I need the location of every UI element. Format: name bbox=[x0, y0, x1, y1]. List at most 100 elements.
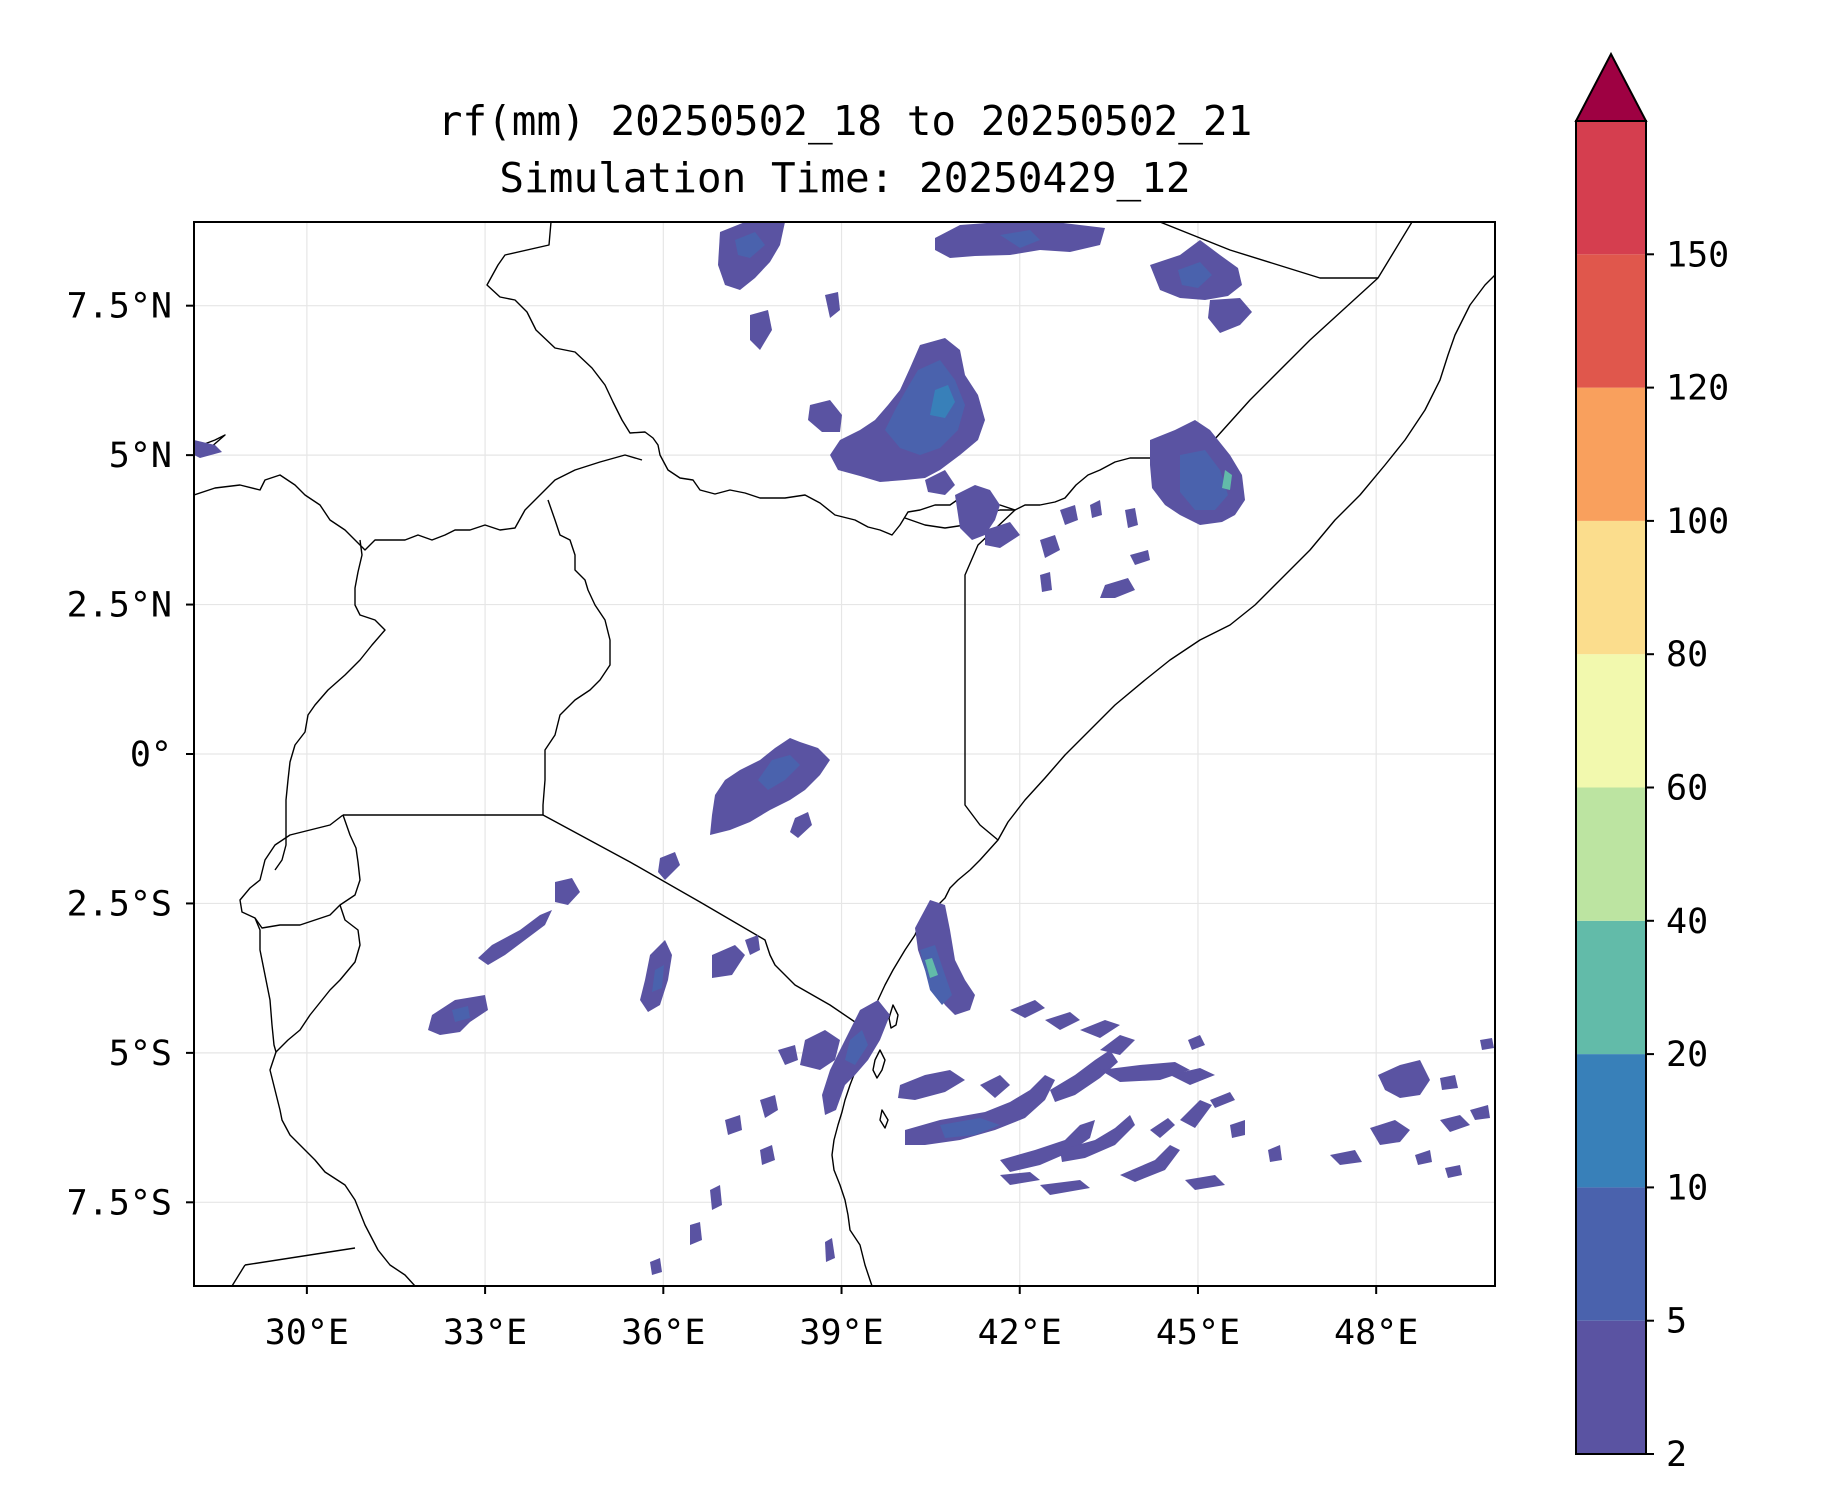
rain-patch bbox=[735, 232, 765, 258]
rain-patch bbox=[1120, 1145, 1180, 1182]
y-tick-label: 0° bbox=[130, 735, 172, 775]
rain-patch bbox=[898, 1070, 965, 1100]
rain-patch bbox=[478, 910, 552, 965]
rain-patch bbox=[778, 1045, 798, 1065]
island-zanzibar bbox=[872, 1049, 886, 1079]
rain-patch bbox=[1415, 1150, 1432, 1165]
rain-patch bbox=[980, 1075, 1010, 1098]
rain-patch bbox=[955, 485, 1000, 540]
border-uganda-kenya bbox=[542, 499, 611, 815]
rain-patch bbox=[1330, 1150, 1362, 1165]
rain-patch bbox=[930, 385, 955, 418]
rain-patch bbox=[1100, 1035, 1135, 1055]
rain-patch bbox=[1100, 578, 1135, 598]
y-tick-label: 7.5°S bbox=[67, 1183, 172, 1223]
border-sudan-ethiopia bbox=[486, 222, 1206, 536]
rain-patch bbox=[1445, 1165, 1462, 1178]
rain-patch bbox=[690, 1222, 702, 1245]
rain-patch bbox=[1188, 1035, 1205, 1050]
rain-patch bbox=[925, 958, 938, 978]
rain-patch bbox=[652, 965, 664, 992]
colorbar-segment bbox=[1576, 654, 1646, 788]
island-pemba bbox=[888, 1004, 899, 1029]
x-tick-label: 30°E bbox=[265, 1313, 349, 1353]
rain-patch bbox=[1080, 1020, 1120, 1038]
colorbar-tick-label: 60 bbox=[1666, 769, 1708, 809]
colorbar-segment bbox=[1576, 1054, 1646, 1188]
rain-patch bbox=[940, 1118, 1000, 1138]
border-kenya-somalia bbox=[964, 509, 1016, 841]
rain-patch bbox=[760, 1095, 778, 1118]
rain-patch bbox=[1185, 1175, 1225, 1190]
rain-patch bbox=[1000, 230, 1040, 248]
x-tick-label: 48°E bbox=[1334, 1313, 1418, 1353]
rain-patch bbox=[845, 1030, 868, 1065]
rain-patch bbox=[1470, 1105, 1490, 1120]
rain-patch bbox=[710, 1185, 722, 1210]
rain-patch bbox=[1000, 1120, 1095, 1172]
rain-patch bbox=[800, 1030, 840, 1070]
border-drc-tanzania bbox=[254, 917, 416, 1286]
island-mafia bbox=[879, 1109, 889, 1129]
colorbar-segment bbox=[1576, 121, 1646, 255]
rain-patch bbox=[1125, 508, 1138, 528]
border-ssudan-uganda bbox=[194, 454, 643, 551]
colorbar-tick-label: 150 bbox=[1666, 235, 1729, 275]
x-tick-label: 42°E bbox=[978, 1313, 1062, 1353]
border-rwanda-burundi bbox=[239, 814, 361, 929]
rain-patch bbox=[1100, 1062, 1190, 1082]
rain-patch bbox=[825, 292, 840, 318]
y-tick-label: 7.5°N bbox=[67, 287, 172, 327]
rain-patch bbox=[1180, 1100, 1212, 1128]
x-tick-label: 39°E bbox=[799, 1313, 883, 1353]
colorbar-tick-label: 100 bbox=[1666, 502, 1729, 542]
rain-patch bbox=[790, 812, 812, 838]
rain-patch bbox=[1208, 298, 1252, 333]
gridlines bbox=[194, 222, 1495, 1286]
rain-patch bbox=[1050, 1050, 1118, 1102]
rain-patch bbox=[1210, 1092, 1235, 1108]
rain-patch bbox=[1040, 572, 1052, 592]
rain-patch bbox=[1040, 535, 1060, 558]
x-tick-label: 36°E bbox=[621, 1313, 705, 1353]
y-tick-label: 2.5°N bbox=[67, 586, 172, 626]
rain-patch bbox=[1222, 470, 1232, 490]
rain-patch bbox=[1230, 1120, 1245, 1138]
rain-patch bbox=[1370, 1120, 1410, 1145]
rain-patch bbox=[1060, 1115, 1135, 1162]
map-title-line2: Simulation Time: 20250429_12 bbox=[499, 154, 1190, 202]
rain-patch bbox=[1480, 1038, 1494, 1050]
rain-patch bbox=[1440, 1075, 1458, 1090]
border-zambia-tanzania bbox=[244, 1247, 356, 1266]
rain-patch bbox=[1150, 1118, 1175, 1138]
x-tick-label: 33°E bbox=[443, 1313, 527, 1353]
y-tick-label: 2.5°S bbox=[67, 884, 172, 924]
border-burundi-tanzania bbox=[275, 904, 361, 1053]
rain-patch bbox=[825, 1238, 835, 1262]
border-ethiopia-somalia bbox=[1204, 222, 1413, 451]
rain-patch bbox=[1045, 1012, 1080, 1030]
rain-patch bbox=[985, 522, 1020, 548]
border-kenya-tanzania bbox=[542, 814, 873, 1031]
border-ethiopia-djibouti bbox=[1159, 222, 1378, 279]
colorbar: 2 5 10 20 40 60 80 100 120 150 bbox=[1574, 51, 1729, 1475]
rain-patch bbox=[1090, 500, 1102, 518]
colorbar-tick-label: 120 bbox=[1666, 369, 1729, 409]
colorbar-segment bbox=[1576, 920, 1646, 1055]
x-axis-ticks: 30°E 33°E 36°E 39°E 42°E 45°E 48°E bbox=[265, 1286, 1418, 1353]
rain-patch bbox=[194, 440, 222, 458]
rainfall-patches bbox=[194, 222, 1494, 1275]
colorbar-tick-label: 20 bbox=[1666, 1035, 1708, 1075]
rain-patch bbox=[1040, 1180, 1090, 1195]
colorbar-tick-label: 10 bbox=[1666, 1168, 1708, 1208]
border-uganda-drc bbox=[274, 539, 386, 871]
rain-patch bbox=[1268, 1145, 1282, 1162]
rain-patch bbox=[1440, 1115, 1470, 1132]
rain-patch bbox=[915, 900, 975, 1015]
rain-patch bbox=[885, 360, 965, 455]
border-zambia-tail bbox=[231, 1264, 246, 1286]
rain-patch bbox=[750, 310, 772, 350]
rain-patch bbox=[1180, 450, 1228, 510]
rain-patch bbox=[1178, 262, 1212, 288]
rain-patch bbox=[1000, 1172, 1040, 1185]
